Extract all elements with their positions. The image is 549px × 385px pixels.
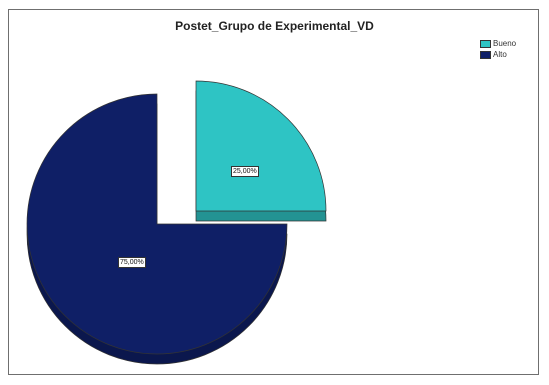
data-label-bueno: 25,00% [231, 166, 259, 177]
pie-slice-bueno [195, 80, 327, 212]
legend-label-bueno: Bueno [493, 39, 517, 48]
pie-slice-alto [26, 93, 288, 355]
legend-swatch-alto [480, 50, 491, 59]
legend-item-bueno: Bueno [480, 38, 516, 49]
chart-title: Postet_Grupo de Experimental_VD [175, 19, 374, 33]
legend-swatch-bueno [480, 39, 491, 48]
legend-item-alto: Alto [480, 49, 516, 60]
data-label-alto: 75,00% [118, 257, 146, 268]
legend-label-alto: Alto [493, 50, 507, 59]
legend: Bueno Alto [480, 38, 516, 60]
